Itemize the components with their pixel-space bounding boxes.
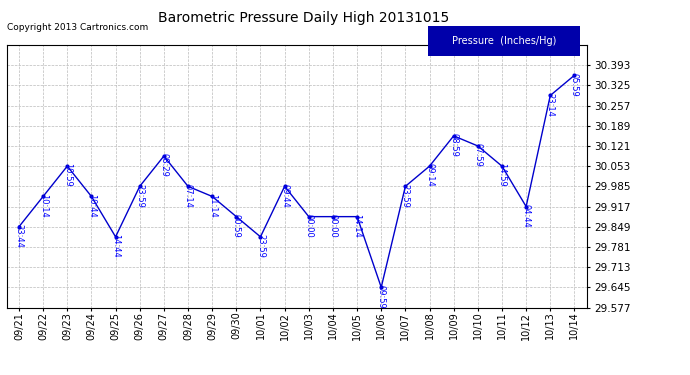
Text: 08:29: 08:29 xyxy=(159,153,168,177)
Text: 09:59: 09:59 xyxy=(377,285,386,308)
Text: 14:44: 14:44 xyxy=(111,234,120,258)
Text: 23:14: 23:14 xyxy=(546,93,555,117)
Text: 14:14: 14:14 xyxy=(353,214,362,238)
Text: 09:14: 09:14 xyxy=(425,164,434,187)
Text: 08:59: 08:59 xyxy=(449,133,458,157)
Text: 14:59: 14:59 xyxy=(497,164,506,187)
Text: 23:59: 23:59 xyxy=(401,184,410,207)
Text: 07:14: 07:14 xyxy=(184,184,193,207)
Text: 00:00: 00:00 xyxy=(304,214,313,238)
Text: 00:59: 00:59 xyxy=(232,214,241,238)
Text: 10:14: 10:14 xyxy=(39,194,48,217)
Text: 04:44: 04:44 xyxy=(522,204,531,228)
Text: 23:44: 23:44 xyxy=(14,224,23,248)
Text: 00:00: 00:00 xyxy=(328,214,337,238)
Text: 07:59: 07:59 xyxy=(473,143,482,167)
Text: Barometric Pressure Daily High 20131015: Barometric Pressure Daily High 20131015 xyxy=(158,11,449,25)
Text: Pressure  (Inches/Hg): Pressure (Inches/Hg) xyxy=(451,36,556,46)
Text: Copyright 2013 Cartronics.com: Copyright 2013 Cartronics.com xyxy=(7,22,148,32)
Text: 09:44: 09:44 xyxy=(280,184,289,207)
Text: 23:59: 23:59 xyxy=(256,234,265,258)
Text: 23:59: 23:59 xyxy=(135,184,144,207)
Text: 10:44: 10:44 xyxy=(87,194,96,217)
Text: 05:59: 05:59 xyxy=(570,72,579,96)
Text: 10:59: 10:59 xyxy=(63,164,72,187)
Text: 11:14: 11:14 xyxy=(208,194,217,217)
